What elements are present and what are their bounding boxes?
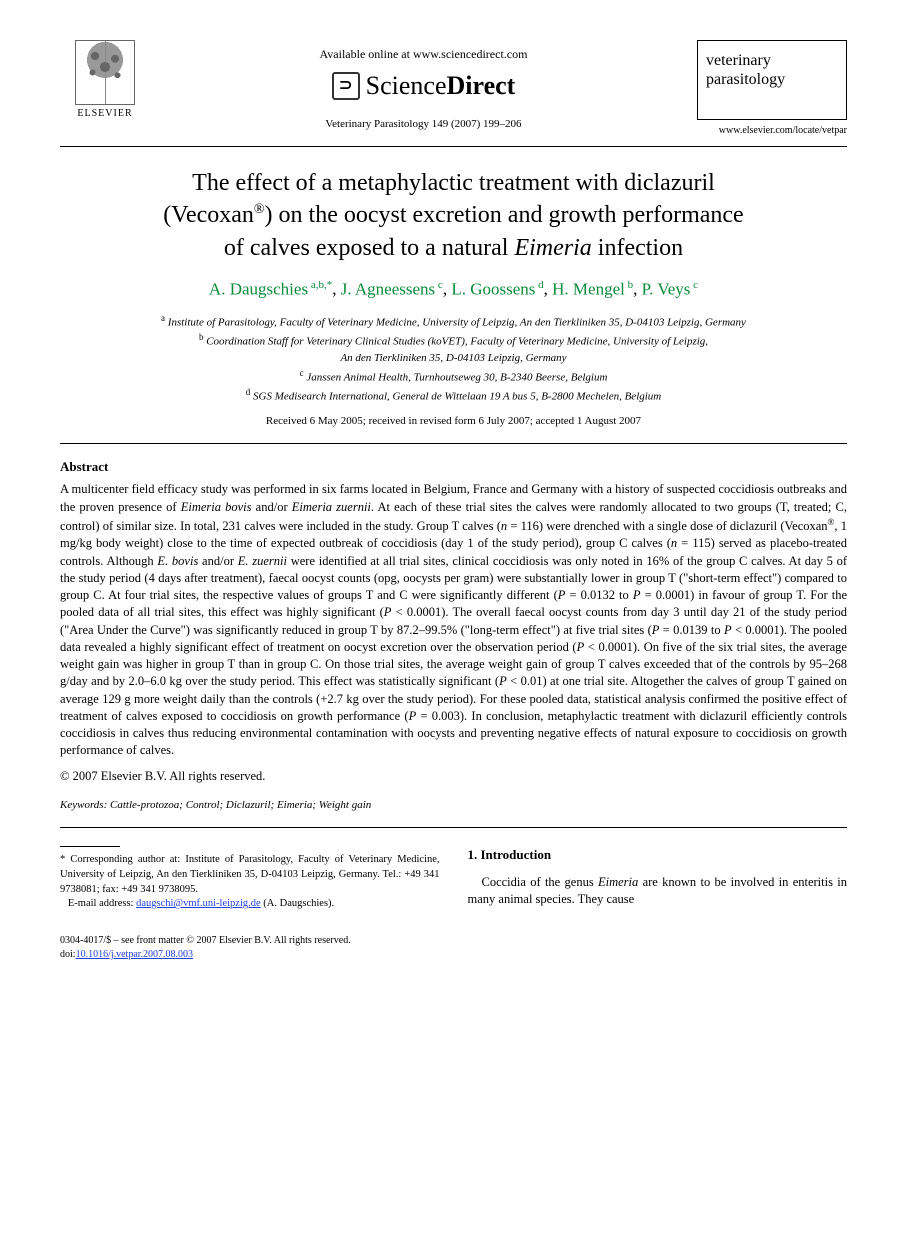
affiliation-b-line2: An den Tierkliniken 35, D-04103 Leipzig,… [60, 351, 847, 367]
keywords: Keywords: Cattle-protozoa; Control; Dicl… [60, 798, 847, 813]
abstract-copyright: © 2007 Elsevier B.V. All rights reserved… [60, 768, 847, 785]
center-header: Available online at www.sciencedirect.co… [150, 40, 697, 132]
journal-box-line2: parasitology [706, 70, 838, 89]
author-affil-sup: c [690, 279, 698, 291]
author-link[interactable]: A. Daugschies [209, 280, 308, 299]
two-column-body: * Corresponding author at: Institute of … [60, 846, 847, 912]
keywords-label: Keywords: [60, 799, 107, 811]
footer-doi-line: doi:10.1016/j.vetpar.2007.08.003 [60, 948, 847, 962]
affiliation-d: d SGS Medisearch International, General … [60, 386, 847, 406]
author-link[interactable]: H. Mengel [552, 280, 625, 299]
affiliation-c: c Janssen Animal Health, Turnhoutseweg 3… [60, 367, 847, 387]
right-column: 1. Introduction Coccidia of the genus Ei… [468, 846, 848, 912]
affiliations: a Institute of Parasitology, Faculty of … [60, 312, 847, 406]
sciencedirect-icon: ⊃ [332, 72, 360, 100]
affiliation-b: b Coordination Staff for Veterinary Clin… [60, 331, 847, 351]
journal-reference: Veterinary Parasitology 149 (2007) 199–2… [150, 117, 697, 132]
header-row: ELSEVIER Available online at www.science… [60, 40, 847, 138]
page-footer: 0304-4017/$ – see front matter © 2007 El… [60, 934, 847, 962]
author-affil-sup: c [435, 279, 443, 291]
author-affil-sup: a,b,* [308, 279, 332, 291]
affiliation-a: a Institute of Parasitology, Faculty of … [60, 312, 847, 332]
abstract-bottom-rule [60, 827, 847, 828]
sciencedirect-logo: ⊃ ScienceDirect [332, 68, 516, 103]
author-link[interactable]: P. Veys [642, 280, 691, 299]
author-link[interactable]: J. Agneessens [341, 280, 435, 299]
footer-copyright: 0304-4017/$ – see front matter © 2007 El… [60, 934, 847, 948]
article-title: The effect of a metaphylactic treatment … [100, 167, 807, 264]
footnote-rule [60, 846, 120, 847]
left-column: * Corresponding author at: Institute of … [60, 846, 440, 912]
elsevier-label: ELSEVIER [60, 107, 150, 121]
available-online-text: Available online at www.sciencedirect.co… [150, 46, 697, 62]
abstract-heading: Abstract [60, 458, 847, 476]
email-label: E-mail address: [68, 898, 134, 909]
journal-url: www.elsevier.com/locate/vetpar [697, 124, 847, 138]
article-dates: Received 6 May 2005; received in revised… [60, 414, 847, 429]
journal-box-wrapper: veterinary parasitology www.elsevier.com… [697, 40, 847, 138]
abstract-top-rule [60, 443, 847, 444]
author-link[interactable]: L. Goossens [451, 280, 535, 299]
elsevier-logo-block: ELSEVIER [60, 40, 150, 121]
intro-heading: 1. Introduction [468, 846, 848, 864]
authors-line: A. Daugschies a,b,*, J. Agneessens c, L.… [60, 278, 847, 302]
email-link[interactable]: daugschi@vmf.uni-leipzig.de [136, 898, 261, 909]
keywords-text: Cattle-protozoa; Control; Diclazuril; Ei… [107, 799, 371, 811]
intro-body: Coccidia of the genus Eimeria are known … [468, 874, 848, 908]
sciencedirect-text: ScienceDirect [366, 68, 516, 103]
elsevier-tree-icon [75, 40, 135, 105]
author-affil-sup: d [535, 279, 543, 291]
author-affil-sup: b [625, 279, 633, 291]
journal-box-line1: veterinary [706, 51, 838, 70]
header-rule [60, 146, 847, 147]
abstract-body: A multicenter field efficacy study was p… [60, 481, 847, 759]
doi-link[interactable]: 10.1016/j.vetpar.2007.08.003 [76, 949, 194, 960]
corresponding-author-footnote: * Corresponding author at: Institute of … [60, 853, 440, 912]
journal-box: veterinary parasitology [697, 40, 847, 120]
